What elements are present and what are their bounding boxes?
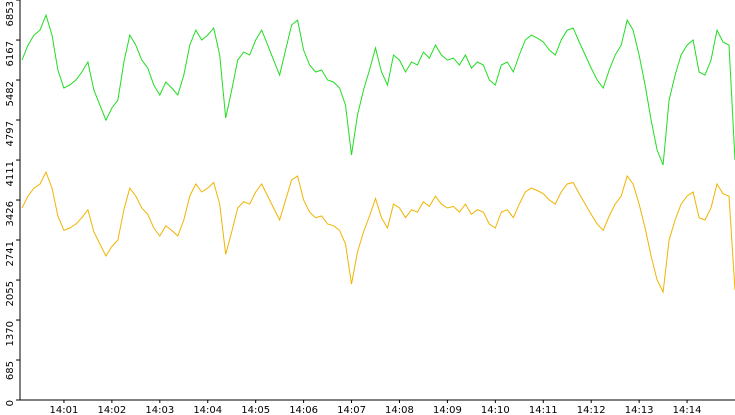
y-tick-label: 685 [5, 361, 16, 380]
x-tick-label: 14:08 [385, 405, 414, 415]
x-tick-label: 14:05 [241, 405, 270, 415]
x-tick-label: 14:01 [50, 405, 79, 415]
y-tick-label: 6167 [5, 41, 16, 66]
x-tick-label: 14:11 [529, 405, 558, 415]
x-tick-label: 14:06 [289, 405, 318, 415]
y-tick-label: 5482 [5, 81, 16, 106]
x-tick-label: 14:12 [577, 405, 606, 415]
x-tick-label: 14:09 [433, 405, 462, 415]
x-tick-label: 14:10 [481, 405, 510, 415]
series-line [21, 13, 735, 166]
x-tick-label: 14:13 [625, 405, 654, 415]
x-tick-label: 14:04 [193, 405, 222, 415]
x-tick-label: 14:03 [145, 405, 174, 415]
y-tick-label: 4797 [5, 121, 16, 146]
x-tick-label: 14:07 [337, 405, 366, 415]
y-tick-label: 3426 [5, 201, 16, 226]
y-tick-label: 2055 [5, 281, 16, 306]
y-tick-label: 1370 [5, 321, 16, 346]
x-tick-label: 14:14 [673, 405, 702, 415]
series-line [21, 170, 735, 294]
y-tick-label: 6853 [5, 1, 16, 26]
y-tick-label: 2741 [5, 241, 16, 266]
y-tick-label: 0 [5, 400, 16, 406]
x-tick-label: 14:02 [97, 405, 126, 415]
y-tick-label: 4111 [5, 161, 16, 186]
